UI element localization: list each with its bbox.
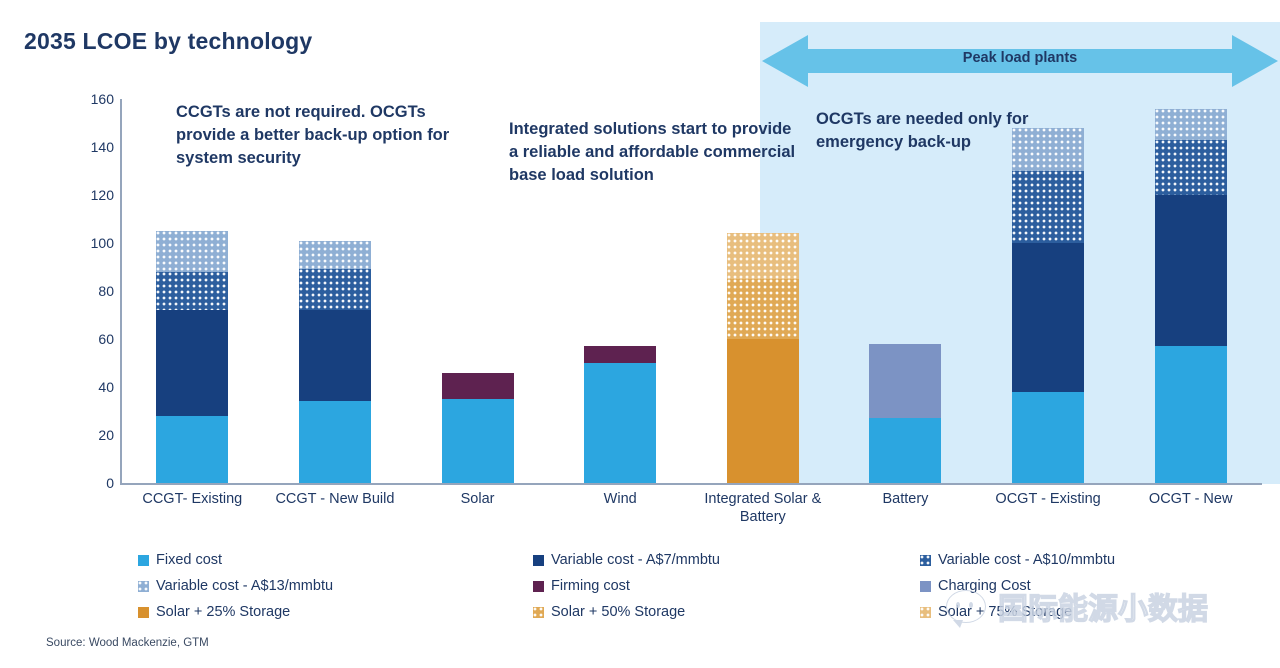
x-tick-label: OCGT - New	[1148, 491, 1233, 507]
legend-label: Solar + 25% Storage	[156, 604, 291, 620]
legend-item[interactable]: Variable cost - A$7/mmbtu	[533, 548, 720, 572]
bar-segment[interactable]	[584, 346, 657, 363]
x-axis-labels: CCGT- Existing CCGT - New Build Solar Wind I…	[121, 490, 1262, 536]
y-tick-label: 140	[90, 139, 114, 155]
bar-segment[interactable]	[1012, 127, 1085, 172]
bar-group[interactable]	[156, 231, 229, 483]
bar-group[interactable]	[1012, 127, 1085, 483]
bar-group[interactable]	[869, 343, 942, 483]
annotation-ccgt: CCGTs are not required. OCGTs provide a …	[176, 103, 450, 167]
bar-segment[interactable]	[1012, 243, 1085, 392]
bar-group[interactable]	[726, 233, 799, 483]
y-tick-label: 80	[98, 283, 114, 299]
legend-swatch	[533, 554, 544, 566]
legend-label: Charging Cost	[938, 578, 1031, 594]
bar-segment[interactable]	[156, 231, 229, 272]
y-tick-label: 60	[98, 331, 114, 347]
legend-swatch	[533, 580, 544, 592]
legend-item[interactable]: Variable cost - A$10/mmbtu	[920, 548, 1115, 572]
x-tick-label: Solar	[460, 491, 495, 507]
x-tick-label: Integrated Solar & Battery	[704, 491, 822, 525]
y-axis-line	[120, 99, 122, 484]
x-tick-label: OCGT - Existing	[995, 491, 1101, 507]
bar-segment[interactable]	[298, 401, 371, 483]
bar-group[interactable]	[298, 240, 371, 483]
bar-segment[interactable]	[1012, 171, 1085, 244]
annotation-ocgt: OCGTs are needed only for emergency back…	[816, 110, 1029, 151]
bar-segment[interactable]	[156, 271, 229, 311]
plot-area	[121, 99, 1262, 483]
legend-swatch	[138, 606, 149, 618]
bar-segment[interactable]	[1154, 346, 1227, 483]
bar-segment[interactable]	[726, 339, 799, 483]
legend-label: Solar + 50% Storage	[551, 604, 686, 620]
legend-column: Fixed cost Variable cost - A$13/mmbtu Sola…	[138, 548, 333, 626]
bar-segment[interactable]	[441, 372, 514, 399]
legend-swatch	[920, 554, 931, 566]
y-tick-label: 100	[90, 235, 114, 251]
bar-group[interactable]	[584, 346, 657, 483]
bar-group[interactable]	[441, 372, 514, 483]
x-tick-label: CCGT- Existing	[142, 491, 243, 507]
legend-item[interactable]: Fixed cost	[138, 548, 333, 572]
bar-segment[interactable]	[726, 233, 799, 279]
legend-column: Variable cost - A$10/mmbtu Charging Cost S…	[920, 548, 1115, 626]
legend-swatch	[138, 554, 149, 566]
annotation-integrated: Integrated solutions start to provide a …	[509, 120, 796, 184]
x-tick-label: Wind	[603, 491, 637, 507]
legend-item[interactable]: Charging Cost	[920, 574, 1115, 598]
legend-item[interactable]: Variable cost - A$13/mmbtu	[138, 574, 333, 598]
legend-swatch	[533, 606, 544, 618]
y-axis-ticks: 0 20 40 60 80 100 120 140 160	[62, 91, 114, 491]
bar-segment[interactable]	[584, 363, 657, 483]
y-tick-label: 120	[90, 187, 114, 203]
x-tick-label: CCGT - New Build	[275, 491, 395, 507]
bar-segment[interactable]	[726, 279, 799, 339]
legend-column: Variable cost - A$7/mmbtu Firming cost Sol…	[533, 548, 720, 626]
bar-segment[interactable]	[1154, 195, 1227, 347]
bar-segment[interactable]	[1154, 108, 1227, 140]
legend-label: Variable cost - A$13/mmbtu	[156, 578, 334, 594]
bar-segment[interactable]	[441, 399, 514, 483]
legend-label: Fixed cost	[156, 552, 223, 568]
bar-group[interactable]	[1154, 108, 1227, 483]
bar-segment[interactable]	[156, 415, 229, 483]
legend-label: Firming cost	[551, 578, 630, 594]
y-tick-label: 0	[106, 475, 114, 491]
bar-segment[interactable]	[1154, 139, 1227, 196]
x-axis-line	[120, 483, 1262, 485]
legend-item[interactable]: Firming cost	[533, 574, 720, 598]
legend-label: Variable cost - A$7/mmbtu	[551, 552, 720, 568]
bar-segment[interactable]	[869, 418, 942, 483]
bar-segment[interactable]	[298, 310, 371, 402]
legend-item[interactable]: Solar + 75% Storage	[920, 600, 1115, 624]
bar-segment[interactable]	[869, 343, 942, 419]
bar-segment[interactable]	[1012, 391, 1085, 483]
page-title: 2035 LCOE by technology	[24, 28, 313, 54]
y-tick-label: 20	[98, 427, 114, 443]
legend-swatch	[920, 606, 931, 618]
double-arrow-icon	[762, 33, 1278, 89]
legend-label: Solar + 75% Storage	[938, 604, 1073, 620]
bar-segment[interactable]	[298, 240, 371, 270]
legend-item[interactable]: Solar + 25% Storage	[138, 600, 333, 624]
bar-segment[interactable]	[156, 310, 229, 416]
bar-segment[interactable]	[298, 269, 371, 311]
legend-swatch	[920, 580, 931, 592]
x-tick-label: Battery	[882, 491, 929, 507]
peak-load-label: Peak load plants	[962, 50, 1078, 66]
legend-label: Variable cost - A$10/mmbtu	[938, 552, 1116, 568]
y-tick-label: 40	[98, 379, 114, 395]
y-tick-label: 160	[90, 91, 114, 107]
source-note: Source: Wood Mackenzie, GTM	[46, 637, 209, 649]
legend-item[interactable]: Solar + 50% Storage	[533, 600, 720, 624]
legend-swatch	[138, 580, 149, 592]
